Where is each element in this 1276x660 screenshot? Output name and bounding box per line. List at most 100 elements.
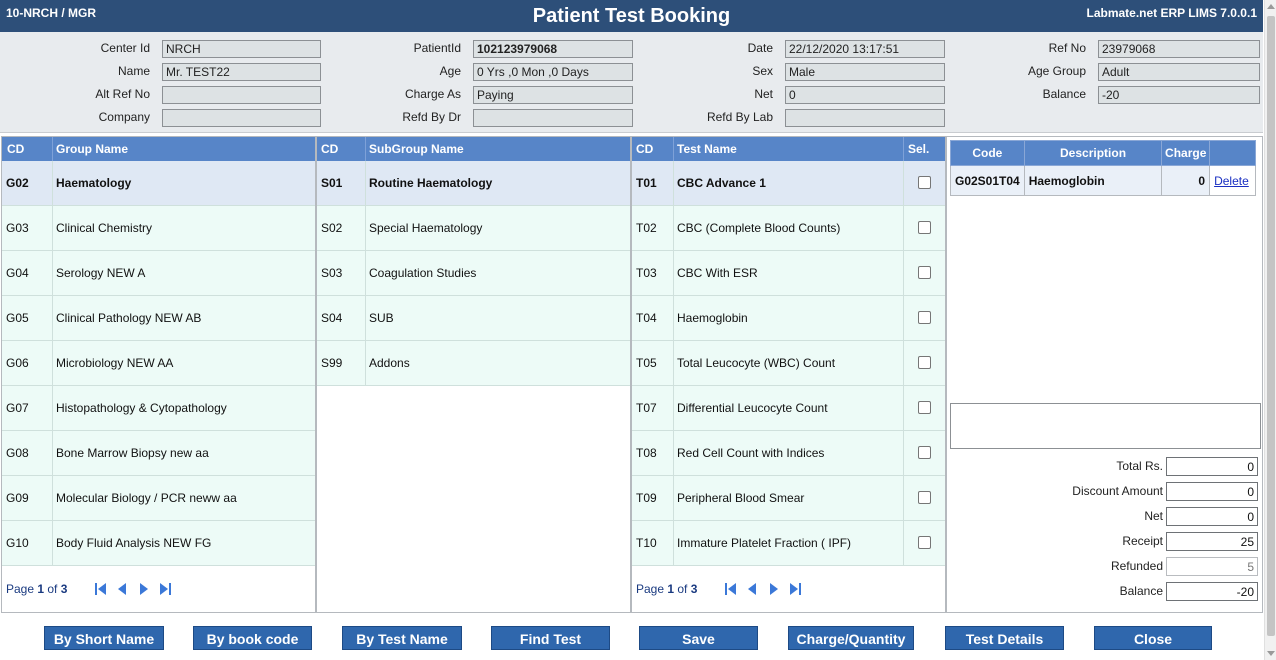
column-divider <box>673 161 674 206</box>
select-checkbox[interactable] <box>918 311 931 324</box>
column-divider <box>673 341 674 386</box>
by-short-name-button[interactable]: By Short Name <box>44 626 164 650</box>
page-of: of <box>674 582 691 596</box>
net-total-label: Net <box>1144 509 1163 523</box>
sex-field[interactable]: Male <box>785 63 945 81</box>
charge-quantity-button[interactable]: Charge/Quantity <box>788 626 914 650</box>
table-row[interactable]: T05 Total Leucocyte (WBC) Count <box>632 341 945 386</box>
table-row[interactable]: S99 Addons <box>317 341 630 386</box>
age-group-field[interactable]: Adult <box>1098 63 1260 81</box>
test-details-button[interactable]: Test Details <box>945 626 1064 650</box>
table-row[interactable]: G02 Haematology <box>2 161 315 206</box>
next-page-icon[interactable] <box>138 581 150 597</box>
scroll-down-icon[interactable] <box>1267 651 1275 656</box>
row-name: Clinical Chemistry <box>56 221 153 235</box>
balance-field[interactable]: -20 <box>1098 86 1260 104</box>
row-name: Differential Leucocyte Count <box>677 401 828 415</box>
select-checkbox[interactable] <box>918 491 931 504</box>
row-name: Red Cell Count with Indices <box>677 446 825 460</box>
table-row[interactable]: T04 Haemoglobin <box>632 296 945 341</box>
table-row[interactable]: G05 Clinical Pathology NEW AB <box>2 296 315 341</box>
charge-as-field[interactable]: Paying <box>473 86 633 104</box>
row-name: Special Haematology <box>369 221 483 235</box>
table-row[interactable]: G09 Molecular Biology / PCR neww aa <box>2 476 315 521</box>
row-name: CBC (Complete Blood Counts) <box>677 221 841 235</box>
booked-col-charge: Charge <box>1161 140 1211 166</box>
table-row[interactable]: G10 Body Fluid Analysis NEW FG <box>2 521 315 566</box>
balance-total-field[interactable]: -20 <box>1166 582 1258 601</box>
refunded-row: Refunded 5 <box>1008 557 1258 576</box>
remarks-textarea[interactable] <box>950 403 1261 449</box>
header-divider <box>673 137 674 161</box>
booked-tests-table: Code Description Charge G02S01T04 Haemog… <box>950 140 1256 196</box>
date-label: Date <box>747 41 773 55</box>
scroll-thumb[interactable] <box>1267 16 1275 636</box>
company-field[interactable] <box>162 109 321 127</box>
select-checkbox[interactable] <box>918 536 931 549</box>
prev-page-icon[interactable] <box>116 581 128 597</box>
table-row[interactable]: G03 Clinical Chemistry <box>2 206 315 251</box>
table-row[interactable]: T09 Peripheral Blood Smear <box>632 476 945 521</box>
alt-ref-no-field[interactable] <box>162 86 321 104</box>
date-field[interactable]: 22/12/2020 13:17:51 <box>785 40 945 58</box>
discount-field[interactable]: 0 <box>1166 482 1258 501</box>
table-row[interactable]: S01 Routine Haematology <box>317 161 630 206</box>
select-checkbox[interactable] <box>918 356 931 369</box>
delete-link[interactable]: Delete <box>1214 173 1249 188</box>
select-checkbox[interactable] <box>918 176 931 189</box>
first-page-icon[interactable] <box>94 581 108 597</box>
table-row[interactable]: T08 Red Cell Count with Indices <box>632 431 945 476</box>
select-checkbox[interactable] <box>918 266 931 279</box>
table-row[interactable]: S02 Special Haematology <box>317 206 630 251</box>
last-page-icon[interactable] <box>788 581 802 597</box>
table-row[interactable]: G07 Histopathology & Cytopathology <box>2 386 315 431</box>
select-checkbox[interactable] <box>918 401 931 414</box>
table-row[interactable]: T07 Differential Leucocyte Count <box>632 386 945 431</box>
total-field[interactable]: 0 <box>1166 457 1258 476</box>
test-col-name: Test Name <box>677 142 737 156</box>
select-checkbox[interactable] <box>918 221 931 234</box>
row-code: T07 <box>636 401 657 415</box>
table-row[interactable]: T03 CBC With ESR <box>632 251 945 296</box>
select-checkbox[interactable] <box>918 446 931 459</box>
age-label: Age <box>439 64 461 78</box>
table-row[interactable]: G04 Serology NEW A <box>2 251 315 296</box>
first-page-icon[interactable] <box>724 581 738 597</box>
net-field[interactable]: 0 <box>785 86 945 104</box>
net-label-wrap: Net <box>640 85 773 103</box>
age-field[interactable]: 0 Yrs ,0 Mon ,0 Days <box>473 63 633 81</box>
test-pager: Page 1 of 3 <box>632 568 945 608</box>
table-row[interactable]: T10 Immature Platelet Fraction ( IPF) <box>632 521 945 566</box>
by-test-name-button[interactable]: By Test Name <box>342 626 462 650</box>
next-page-icon[interactable] <box>768 581 780 597</box>
refd-by-dr-field[interactable] <box>473 109 633 127</box>
last-page-icon[interactable] <box>158 581 172 597</box>
patient-id-field[interactable]: 102123979068 <box>473 40 633 58</box>
subgroup-table-header: CD SubGroup Name <box>317 137 630 161</box>
header-divider <box>52 137 53 161</box>
booked-tests-panel: Code Description Charge G02S01T04 Haemog… <box>946 136 1263 613</box>
ref-no-field[interactable]: 23979068 <box>1098 40 1260 58</box>
prev-page-icon[interactable] <box>746 581 758 597</box>
net-total-field[interactable]: 0 <box>1166 507 1258 526</box>
center-id-field[interactable]: NRCH <box>162 40 321 58</box>
table-row[interactable]: S03 Coagulation Studies <box>317 251 630 296</box>
sex-label-wrap: Sex <box>640 62 773 80</box>
find-test-button[interactable]: Find Test <box>491 626 610 650</box>
receipt-field[interactable]: 25 <box>1166 532 1258 551</box>
row-code: G06 <box>6 356 29 370</box>
row-code: T01 <box>636 176 657 190</box>
vertical-scrollbar[interactable] <box>1264 0 1276 660</box>
refd-by-lab-field[interactable] <box>785 109 945 127</box>
by-book-code-button[interactable]: By book code <box>193 626 312 650</box>
table-row[interactable]: T01 CBC Advance 1 <box>632 161 945 206</box>
name-field[interactable]: Mr. TEST22 <box>162 63 321 81</box>
table-row[interactable]: G06 Microbiology NEW AA <box>2 341 315 386</box>
table-row[interactable]: S04 SUB <box>317 296 630 341</box>
table-row[interactable]: T02 CBC (Complete Blood Counts) <box>632 206 945 251</box>
column-divider <box>673 296 674 341</box>
save-button[interactable]: Save <box>639 626 758 650</box>
table-row[interactable]: G08 Bone Marrow Biopsy new aa <box>2 431 315 476</box>
close-button[interactable]: Close <box>1094 626 1212 650</box>
scroll-up-icon[interactable] <box>1267 4 1275 9</box>
